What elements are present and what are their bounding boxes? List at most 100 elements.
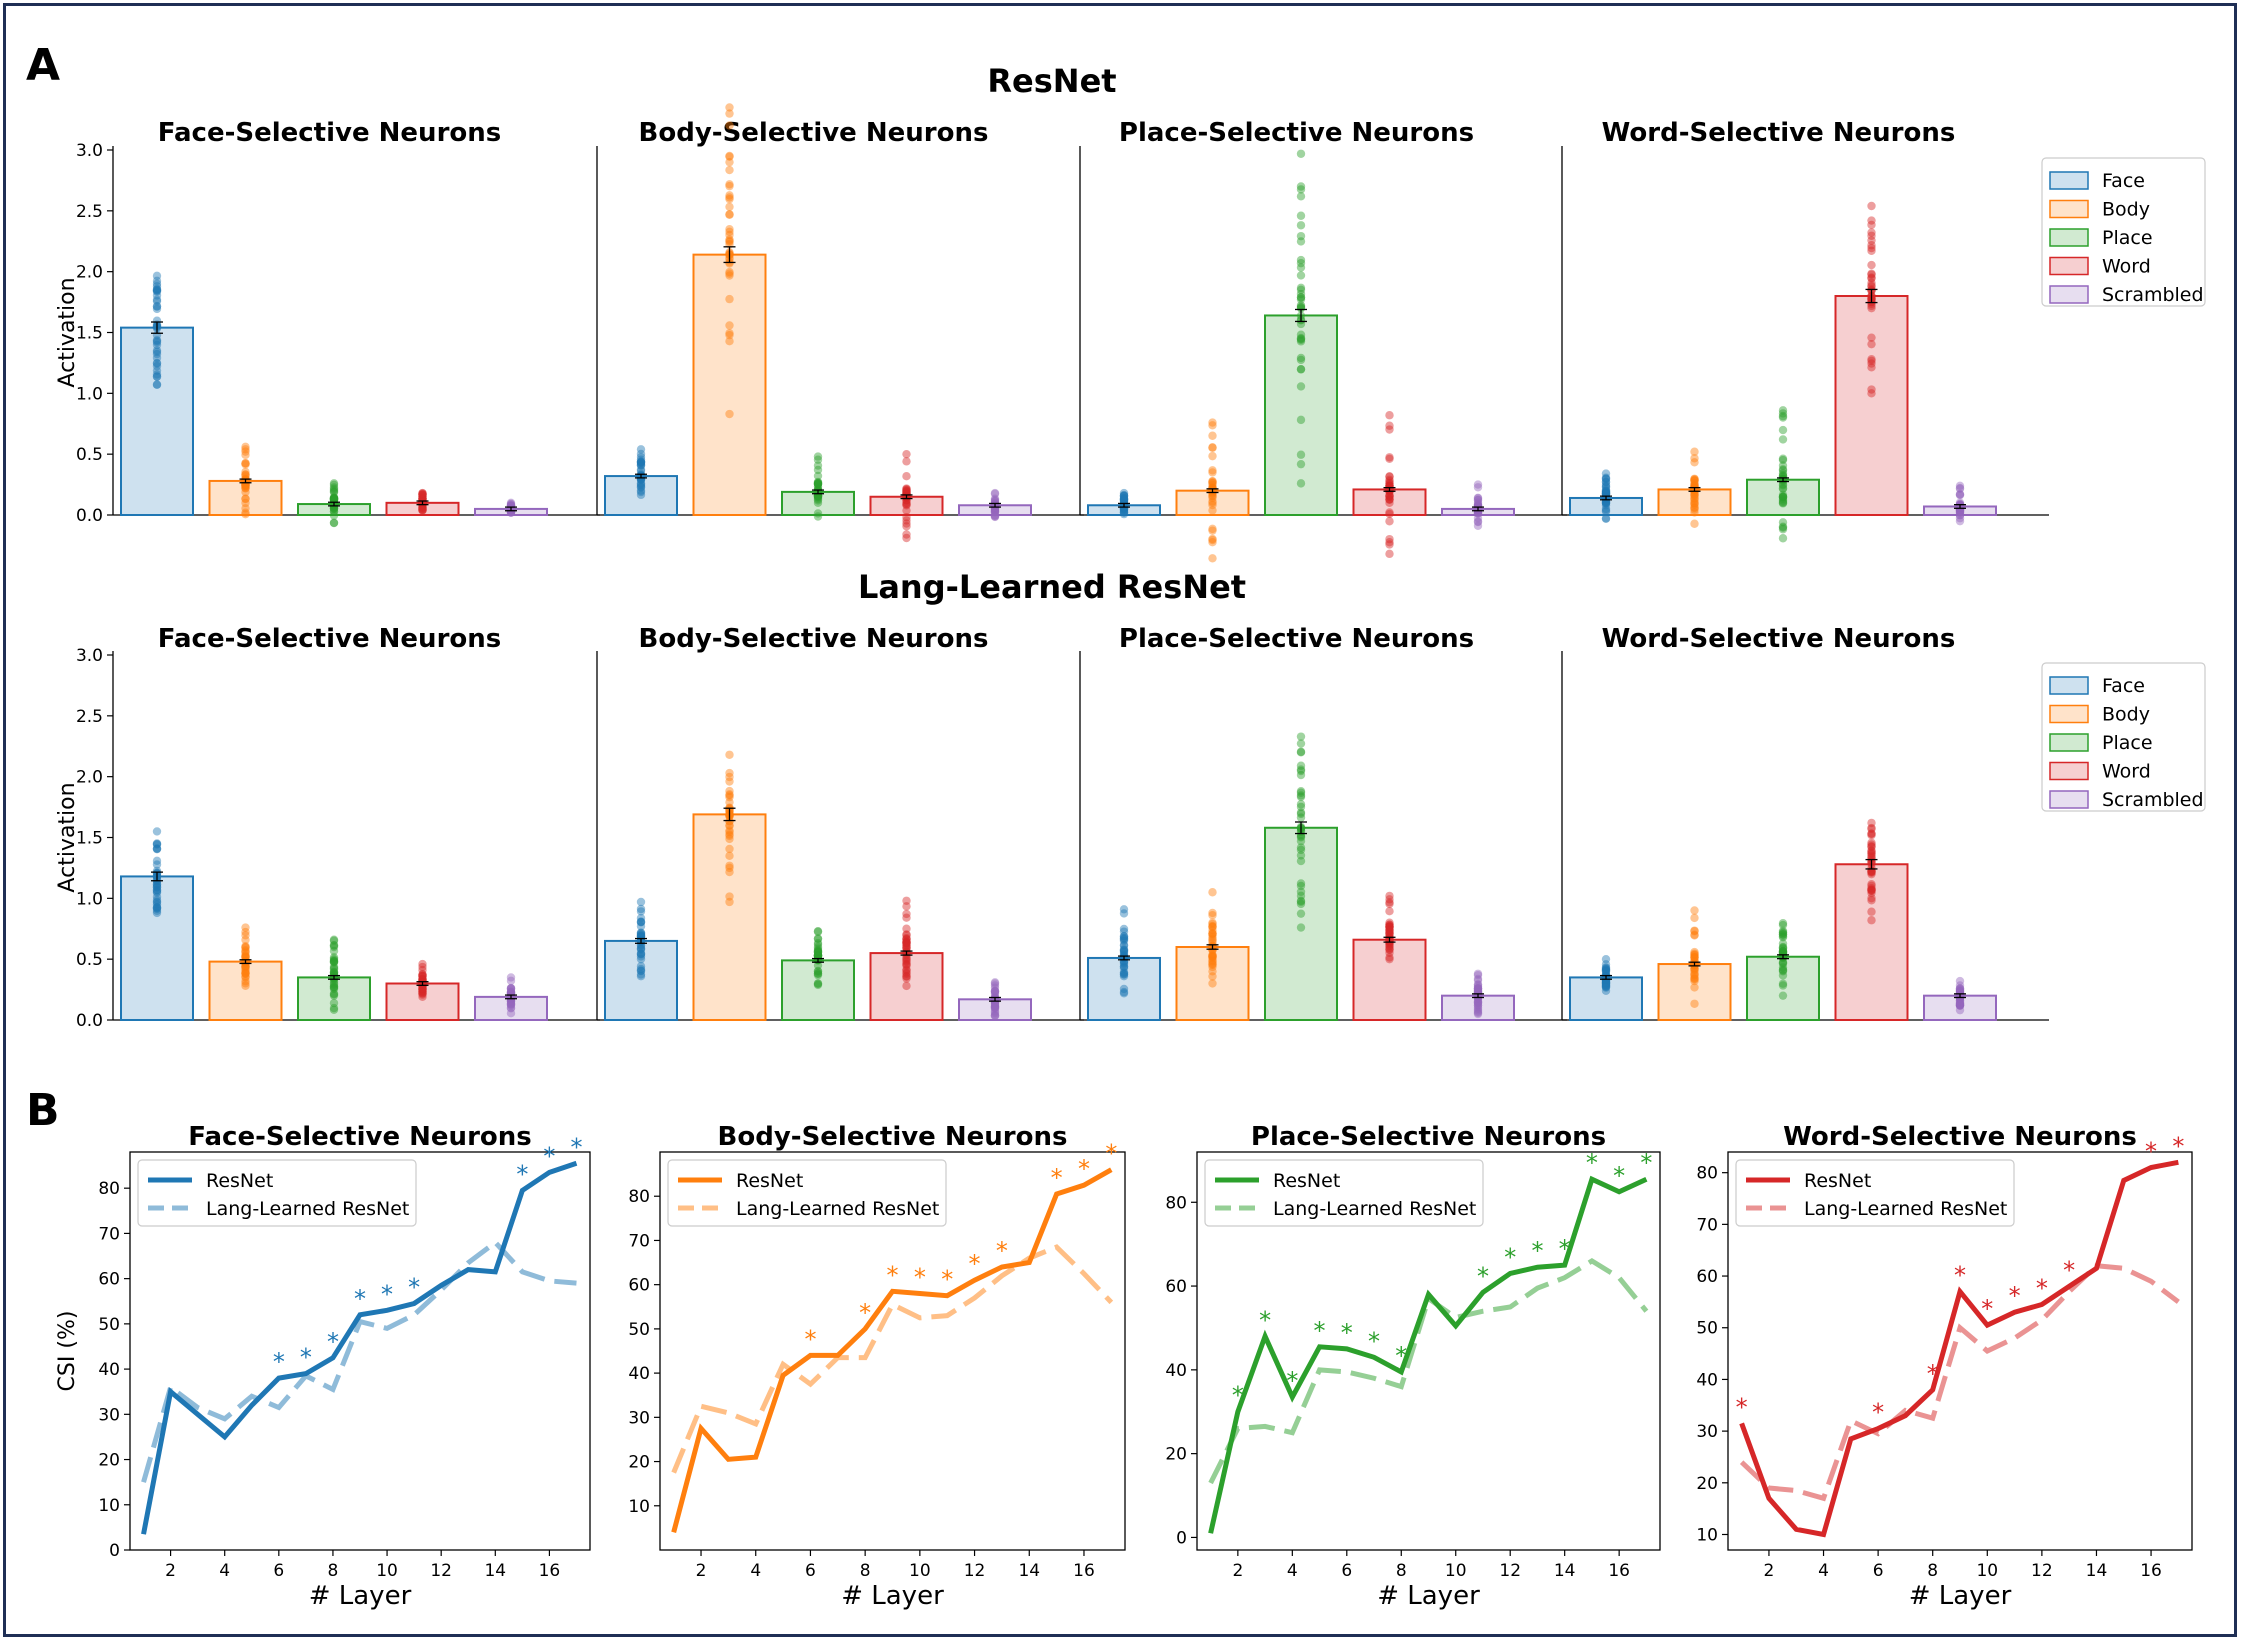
data-point bbox=[1208, 955, 1217, 965]
data-point bbox=[1296, 293, 1306, 302]
data-point bbox=[636, 458, 646, 468]
data-point bbox=[1296, 909, 1306, 918]
y-axis-label: CSI (%) bbox=[55, 1311, 80, 1392]
data-point bbox=[1867, 216, 1876, 225]
data-point bbox=[152, 340, 162, 350]
data-point bbox=[1690, 488, 1699, 497]
data-point bbox=[329, 964, 339, 974]
data-point bbox=[1955, 985, 1965, 994]
data-point bbox=[1296, 330, 1306, 339]
data-point bbox=[329, 957, 339, 967]
data-point bbox=[636, 457, 646, 466]
data-point bbox=[1119, 984, 1129, 994]
legend-label: Scrambled bbox=[2102, 284, 2204, 306]
data-point bbox=[1473, 1009, 1483, 1019]
data-point bbox=[418, 970, 427, 979]
bar-body bbox=[1657, 488, 1732, 517]
data-point bbox=[725, 151, 734, 161]
y-tick-label: 0.0 bbox=[76, 1011, 103, 1031]
data-point bbox=[1119, 491, 1129, 500]
data-point bbox=[506, 999, 516, 1008]
data-point bbox=[902, 941, 911, 951]
data-point bbox=[1601, 499, 1611, 508]
y-tick-label: 10 bbox=[98, 1496, 120, 1516]
data-point bbox=[329, 946, 339, 956]
data-point bbox=[1867, 299, 1876, 309]
data-point bbox=[1690, 968, 1699, 978]
panel-label-a: A bbox=[26, 40, 60, 91]
y-tick-label: 3.0 bbox=[76, 141, 103, 161]
data-point bbox=[506, 501, 516, 511]
data-point bbox=[1867, 231, 1876, 240]
data-point bbox=[1473, 984, 1483, 993]
y-tick-label: 80 bbox=[98, 1179, 120, 1199]
data-point bbox=[902, 516, 911, 525]
data-point bbox=[152, 297, 162, 306]
data-point bbox=[636, 917, 646, 927]
data-point bbox=[1208, 477, 1217, 486]
significance-marker: * bbox=[1477, 1262, 1489, 1290]
data-point bbox=[725, 897, 734, 907]
data-point bbox=[1119, 495, 1129, 504]
data-point bbox=[1473, 495, 1483, 504]
data-point bbox=[506, 1008, 516, 1018]
x-tick-label: 4 bbox=[750, 1561, 761, 1581]
data-point bbox=[1208, 921, 1217, 931]
data-point bbox=[1296, 295, 1306, 304]
data-point bbox=[418, 504, 427, 513]
data-point bbox=[636, 949, 646, 958]
y-tick-label: 0.5 bbox=[76, 950, 103, 970]
data-point bbox=[1208, 480, 1217, 490]
data-point bbox=[329, 940, 339, 950]
data-point bbox=[152, 358, 162, 368]
y-tick-label: 60 bbox=[1165, 1277, 1187, 1297]
data-point bbox=[1690, 454, 1699, 463]
data-point bbox=[725, 821, 734, 830]
data-point bbox=[636, 950, 646, 959]
data-point bbox=[1601, 980, 1611, 990]
data-point bbox=[329, 483, 339, 492]
data-point bbox=[1119, 958, 1129, 967]
x-tick-label: 12 bbox=[964, 1561, 986, 1581]
data-point bbox=[636, 483, 646, 492]
data-point bbox=[1601, 979, 1611, 988]
data-point bbox=[1296, 353, 1306, 363]
data-point bbox=[636, 928, 646, 937]
data-point bbox=[1690, 475, 1699, 485]
data-point bbox=[990, 511, 1000, 520]
data-point bbox=[902, 966, 911, 975]
data-point bbox=[152, 903, 162, 913]
data-point bbox=[1601, 480, 1611, 490]
data-point bbox=[1955, 508, 1965, 517]
significance-marker: * bbox=[1051, 1164, 1063, 1192]
data-point bbox=[1385, 920, 1394, 930]
data-point bbox=[1690, 975, 1699, 984]
data-point bbox=[1601, 482, 1611, 491]
data-point bbox=[506, 995, 516, 1005]
data-point bbox=[1778, 991, 1788, 1000]
data-point bbox=[1601, 978, 1611, 987]
bar-place bbox=[1264, 826, 1338, 1021]
data-point bbox=[329, 982, 339, 992]
data-point bbox=[1601, 965, 1611, 974]
data-point bbox=[990, 511, 1000, 520]
data-point bbox=[152, 359, 162, 368]
data-point bbox=[418, 971, 427, 981]
data-point bbox=[1690, 974, 1699, 983]
data-point bbox=[1119, 968, 1129, 977]
bar-face bbox=[120, 326, 194, 516]
legend-label: ResNet bbox=[206, 1170, 273, 1192]
data-point bbox=[990, 1007, 1000, 1016]
data-point bbox=[329, 494, 339, 504]
data-point bbox=[1296, 748, 1306, 757]
x-axis-label: # Layer bbox=[841, 1581, 944, 1611]
data-point bbox=[1385, 948, 1394, 957]
data-point bbox=[636, 966, 646, 975]
series-lang-learned-resnet bbox=[141, 1239, 577, 1483]
data-point bbox=[1867, 333, 1876, 342]
data-point bbox=[418, 503, 427, 512]
data-point bbox=[990, 507, 1000, 517]
data-point bbox=[418, 989, 427, 998]
data-point bbox=[241, 968, 250, 978]
data-point bbox=[1778, 971, 1788, 980]
